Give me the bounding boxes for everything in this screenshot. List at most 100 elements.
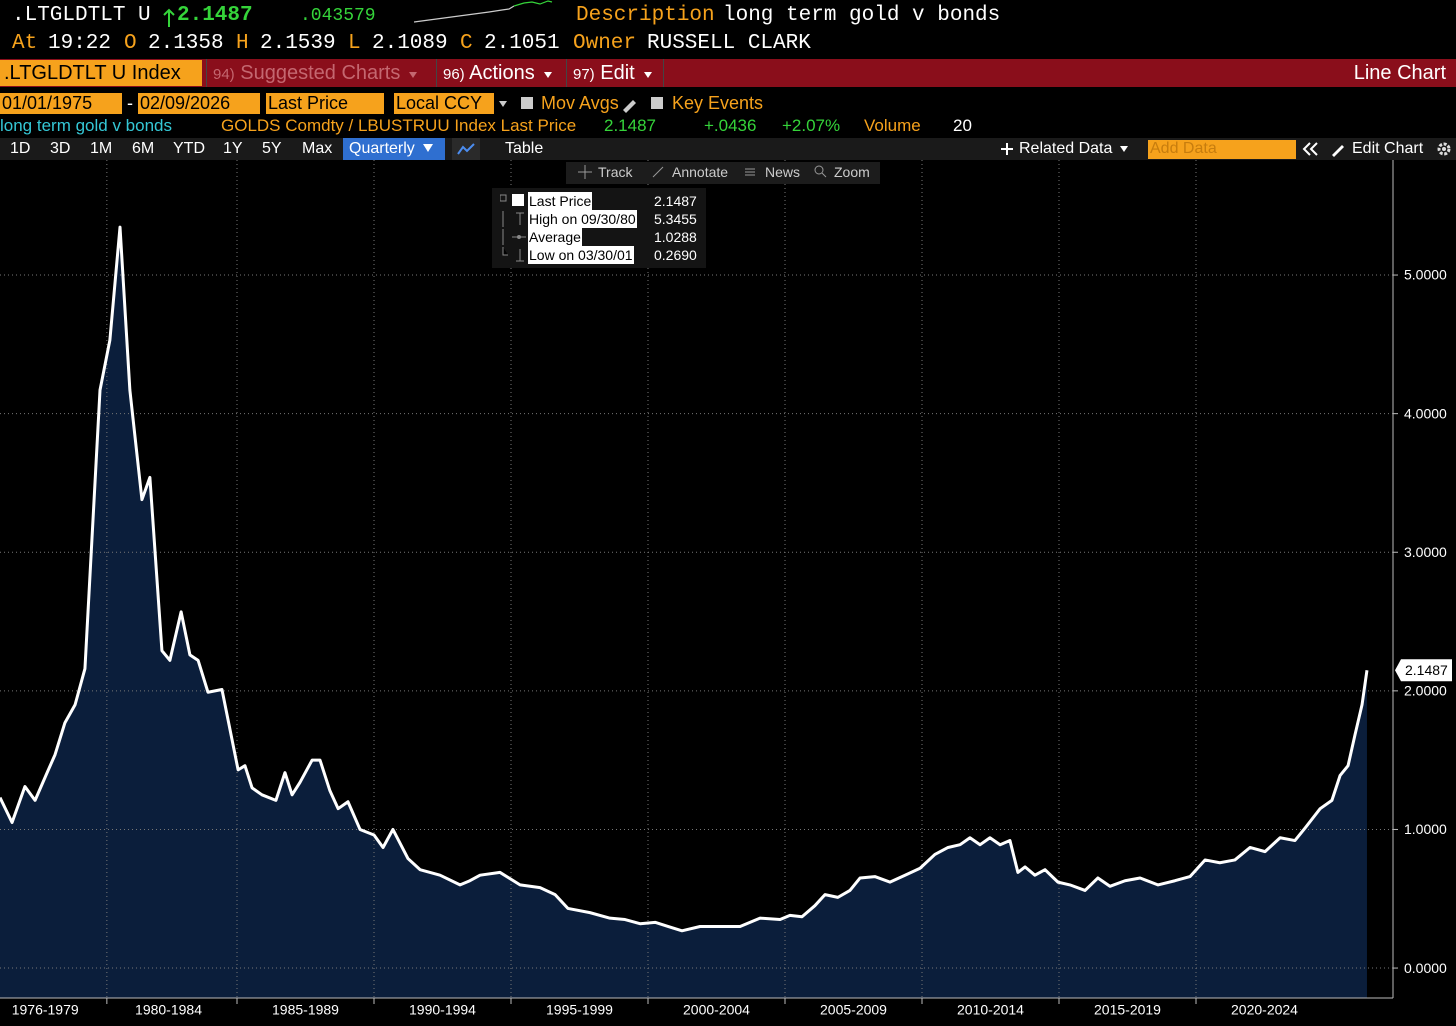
period-button[interactable]: 1Y [223, 140, 243, 157]
open: 2.1358 [148, 32, 224, 55]
legend-row: Low on 03/30/01 0.2690 [492, 246, 706, 264]
checkbox[interactable] [521, 97, 533, 109]
change: .043579 [300, 6, 376, 26]
tag-label: 2.1487 [1405, 662, 1448, 678]
last-price-tag: 2.1487 [1395, 659, 1452, 682]
security[interactable]: .LTGLDTLT U Index [0, 60, 202, 86]
open-label: O [124, 32, 137, 55]
menu-item[interactable]: 94) Suggested Charts [206, 59, 432, 87]
time-label: At [12, 32, 38, 55]
legend-row: Average 1.0288 [492, 228, 706, 246]
menu-number: 97) [573, 66, 595, 83]
pencil-icon [1332, 145, 1344, 157]
y-tick-label: 5.0000 [1404, 267, 1447, 283]
x-tick-label: 1995-1999 [546, 1002, 613, 1018]
chart-type[interactable]: Line Chart [1353, 62, 1446, 84]
caret [409, 72, 418, 78]
up-arrow [163, 8, 175, 27]
caret [643, 72, 652, 78]
menu-label: Suggested Charts [240, 62, 401, 84]
frequency-label: Quarterly [349, 140, 415, 157]
legend-label: Last Price [528, 192, 593, 210]
menu-number: 94) [213, 66, 235, 83]
chart-tool[interactable]: News [765, 164, 801, 180]
legend-row: Last Price 2.1487 [492, 192, 706, 210]
x-tick-label: 1990-1994 [409, 1002, 476, 1018]
info-last: 2.1487 [604, 116, 656, 135]
chart: 0.0000 1.0000 2.0000 3.0000 4.0000 5.0000 1976… [0, 160, 1452, 1018]
menu-number: 96) [443, 66, 465, 83]
field[interactable]: Last Price [266, 93, 384, 114]
y-tick-label: 1.0000 [1404, 821, 1447, 837]
legend-icon [502, 247, 524, 262]
close-label: C [460, 32, 473, 55]
sparkline [414, 0, 553, 23]
frequency[interactable]: Quarterly [343, 138, 445, 160]
x-tick-label: 1976-1979 [12, 1002, 79, 1018]
zoom-icon [814, 162, 827, 183]
chart-tool[interactable]: Zoom [834, 164, 870, 180]
end-date[interactable]: 02/09/2026 [138, 93, 260, 114]
currency[interactable]: Local CCY [394, 93, 494, 114]
x-tick-label: 2020-2024 [1231, 1002, 1298, 1018]
legend-value: 0.2690 [654, 247, 697, 263]
legend-row: High on 09/30/80 5.3455 [492, 210, 706, 228]
period-button[interactable]: 6M [132, 140, 155, 157]
period-button[interactable]: YTD [173, 140, 205, 157]
legend-label: High on 09/30/80 [528, 210, 637, 228]
mov-avgs[interactable]: Mov Avgs [541, 93, 619, 113]
legend-value: 1.0288 [654, 229, 697, 245]
period-button[interactable]: 1M [90, 140, 113, 157]
menu-item[interactable]: 96) Actions [436, 59, 564, 87]
legend-icon [502, 211, 524, 227]
key-events[interactable]: Key Events [672, 93, 764, 113]
high-label: H [236, 32, 249, 55]
pencil-icon [623, 100, 636, 113]
period-button[interactable]: 1D [10, 140, 31, 157]
legend-label: Average [528, 228, 582, 246]
related-data[interactable]: Related Data [1019, 140, 1113, 157]
legend-label: Low on 03/30/01 [528, 246, 634, 264]
low: 2.1089 [372, 32, 448, 55]
y-tick-label: 4.0000 [1404, 405, 1447, 421]
menu-item[interactable]: 97) Edit [566, 59, 664, 87]
description: long term gold v bonds [723, 4, 1001, 27]
edit-chart[interactable]: Edit Chart [1352, 140, 1424, 157]
period-button[interactable]: 3D [50, 140, 71, 157]
x-tick-label: 2010-2014 [957, 1002, 1024, 1018]
chart-icon[interactable] [452, 138, 480, 160]
gear-icon[interactable] [1436, 141, 1452, 157]
info-pct-change: +2.07% [782, 116, 841, 135]
checkbox[interactable] [651, 97, 663, 109]
low-label: L [348, 32, 361, 55]
toolbar: 1D 3D 1M 6M YTD 1Y 5Y Max Quarterly Tabl… [0, 138, 1456, 160]
chart-tools: Track Annotate News Zoom [566, 162, 880, 184]
info-change: +.0436 [704, 116, 757, 135]
menu-bar: .LTGLDTLT U Index 94) Suggested Charts 9… [0, 59, 1456, 87]
start-date[interactable]: 01/01/1975 [0, 93, 122, 114]
collapse-icon[interactable] [1302, 142, 1318, 156]
date-separator: - [127, 93, 133, 113]
x-tick-label: 2015-2019 [1094, 1002, 1161, 1018]
tag-box [1395, 659, 1452, 682]
period-button[interactable]: 5Y [262, 140, 282, 157]
period-button[interactable]: Max [302, 140, 333, 157]
series-name: long term gold v bonds [0, 116, 172, 135]
add-data[interactable]: Add Data [1148, 140, 1296, 159]
info-row: long term gold v bonds GOLDS Comdty / LB… [0, 116, 1456, 138]
ticker: .LTGLDTLT U [12, 4, 151, 27]
time: 19:22 [48, 32, 112, 55]
table-button[interactable]: Table [505, 140, 544, 157]
legend-value: 2.1487 [654, 193, 697, 209]
chart-tool[interactable]: Track [598, 164, 633, 180]
chart-tool[interactable]: Annotate [672, 164, 729, 180]
y-tick-label: 2.0000 [1404, 683, 1447, 699]
owner: RUSSELL CLARK [647, 32, 811, 55]
caret [543, 72, 552, 78]
volume-label: Volume [864, 116, 921, 135]
menu-label: Actions [469, 62, 535, 84]
x-tick-label: 2000-2004 [683, 1002, 750, 1018]
plus-icon [1001, 143, 1013, 155]
track-icon [578, 162, 592, 183]
